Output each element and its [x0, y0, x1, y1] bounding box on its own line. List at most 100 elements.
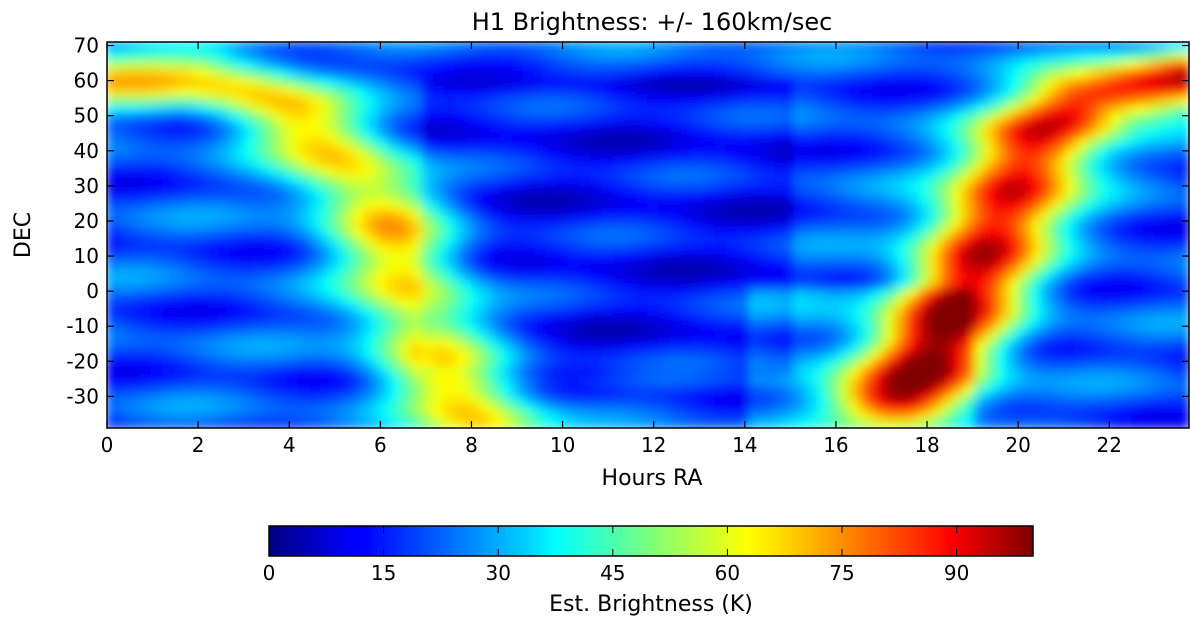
heatmap-cell [669, 330, 683, 342]
heatmap-cell [489, 225, 503, 236]
heatmap-cell [917, 155, 931, 166]
heatmap-cell [184, 330, 199, 342]
heatmap-cell [1064, 42, 1078, 52]
heatmap-cell [477, 76, 492, 87]
heatmap-cell [568, 269, 582, 280]
heatmap-cell [962, 119, 976, 131]
heatmap-cell [624, 190, 638, 201]
heatmap-cell [849, 119, 864, 131]
heatmap-cell [714, 172, 728, 184]
heatmap-cell [534, 260, 548, 272]
heatmap-cell [387, 216, 402, 228]
heatmap-cell [579, 155, 593, 166]
heatmap-cell [297, 409, 311, 421]
heatmap-cell [489, 163, 503, 175]
heatmap-cell [308, 163, 323, 175]
heatmap-cell [286, 207, 300, 219]
heatmap-cell [320, 312, 334, 324]
heatmap-cell [1176, 242, 1189, 254]
heatmap-cell [331, 339, 345, 351]
heatmap-cell [1075, 128, 1089, 140]
heatmap-cell [647, 49, 661, 61]
heatmap-cell [117, 163, 131, 175]
heatmap-cell [1142, 277, 1157, 289]
heatmap-cell [804, 216, 819, 228]
heatmap-cell [117, 155, 131, 166]
heatmap-cell [489, 128, 503, 140]
heatmap-cell [139, 409, 154, 421]
heatmap-cell [399, 418, 413, 428]
heatmap-cell [1007, 198, 1021, 210]
heatmap-cell [387, 312, 402, 324]
heatmap-cell [534, 374, 548, 386]
heatmap-cell [421, 260, 435, 272]
heatmap-cell [128, 42, 142, 52]
heatmap-cell [669, 400, 683, 412]
heatmap-cell [534, 295, 548, 307]
heatmap-cell [477, 242, 492, 254]
heatmap-cell [849, 409, 864, 421]
heatmap-cell [692, 234, 706, 245]
heatmap-cell [107, 49, 120, 61]
heatmap-cell [139, 137, 154, 149]
heatmap-cell [996, 111, 1010, 122]
heatmap-cell [838, 93, 852, 105]
heatmap-cell [568, 339, 582, 351]
heatmap-cell [387, 321, 402, 333]
heatmap-cell [387, 49, 402, 61]
heatmap-cell [872, 93, 886, 105]
heatmap-cell [1097, 93, 1112, 105]
heatmap-cell [658, 172, 672, 184]
heatmap-cell [703, 409, 717, 421]
heatmap-cell [782, 58, 796, 70]
heatmap-cell [770, 269, 785, 280]
heatmap-cell [196, 277, 210, 289]
heatmap-cell [894, 67, 909, 79]
heatmap-cell [793, 374, 807, 386]
heatmap-cell [511, 234, 526, 245]
heatmap-cell [534, 146, 548, 158]
heatmap-cell [793, 383, 807, 394]
heatmap-cell [1052, 400, 1067, 412]
heatmap-cell [579, 304, 593, 315]
heatmap-cell [759, 374, 773, 386]
heatmap-cell [759, 172, 773, 184]
heatmap-cell [568, 295, 582, 307]
heatmap-cell [737, 137, 751, 149]
heatmap-cell [748, 111, 762, 122]
heatmap-cell [680, 400, 695, 412]
heatmap-cell [816, 76, 830, 87]
heatmap-cell [804, 330, 819, 342]
heatmap-cell [275, 400, 289, 412]
heatmap-cell [534, 383, 548, 394]
heatmap-cell [658, 146, 672, 158]
heatmap-cell [365, 295, 379, 307]
heatmap-cell [331, 42, 345, 52]
heatmap-cell [534, 181, 548, 193]
heatmap-cell [162, 93, 176, 105]
heatmap-cell [849, 137, 864, 149]
heatmap-cell [365, 155, 379, 166]
heatmap-cell [951, 374, 965, 386]
heatmap-cell [647, 330, 661, 342]
heatmap-cell [985, 339, 999, 351]
heatmap-cell [444, 400, 458, 412]
heatmap-cell [579, 391, 593, 403]
heatmap-cell [500, 383, 514, 394]
heatmap-cell [985, 251, 999, 263]
heatmap-cell [748, 242, 762, 254]
heatmap-cell [962, 198, 976, 210]
heatmap-cell [725, 181, 740, 193]
heatmap-cell [455, 128, 469, 140]
heatmap-cell [466, 383, 480, 394]
heatmap-cell [861, 374, 875, 386]
heatmap-cell [229, 216, 244, 228]
x-tick-label: 6 [374, 433, 387, 457]
heatmap-cell [466, 260, 480, 272]
heatmap-cell [263, 295, 278, 307]
heatmap-cell [973, 312, 988, 324]
heatmap-cell [1030, 67, 1044, 79]
heatmap-cell [353, 119, 368, 131]
heatmap-cell [353, 339, 368, 351]
heatmap-cell [861, 102, 875, 114]
